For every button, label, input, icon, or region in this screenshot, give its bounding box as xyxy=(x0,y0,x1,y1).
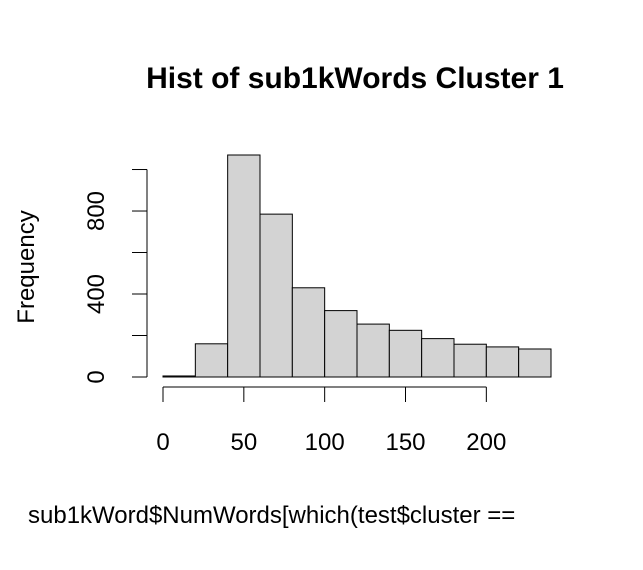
histogram-bar xyxy=(162,375,196,378)
histogram-bar xyxy=(388,329,423,378)
histogram-bar xyxy=(453,343,487,378)
histogram-bar xyxy=(227,154,261,378)
y-tick-label: 0 xyxy=(83,370,110,383)
histogram-bar xyxy=(324,310,358,378)
histogram-bar xyxy=(356,323,390,378)
x-tick-label: 100 xyxy=(305,429,345,456)
chart-title: Hist of sub1kWords Cluster 1 xyxy=(146,62,564,95)
y-tick-label: 800 xyxy=(83,191,110,231)
y-tick-label: 400 xyxy=(83,274,110,314)
bars-group xyxy=(162,154,552,378)
x-tick-label: 150 xyxy=(385,429,425,456)
histogram-bar xyxy=(518,348,552,378)
x-axis-label: sub1kWord$NumWords[which(test$cluster == xyxy=(28,502,515,529)
y-axis: 0 400 800 xyxy=(83,169,148,384)
histogram-bar xyxy=(194,343,229,378)
y-axis-label: Frequency xyxy=(13,210,40,323)
histogram-bar xyxy=(259,213,293,378)
x-tick-label: 50 xyxy=(230,429,257,456)
x-tick-label: 200 xyxy=(466,429,506,456)
histogram-bar xyxy=(291,287,326,378)
x-axis: 0 50 100 150 200 xyxy=(156,386,506,456)
histogram-bar xyxy=(421,338,455,378)
histogram-bar xyxy=(485,346,520,378)
x-tick-label: 0 xyxy=(156,429,169,456)
